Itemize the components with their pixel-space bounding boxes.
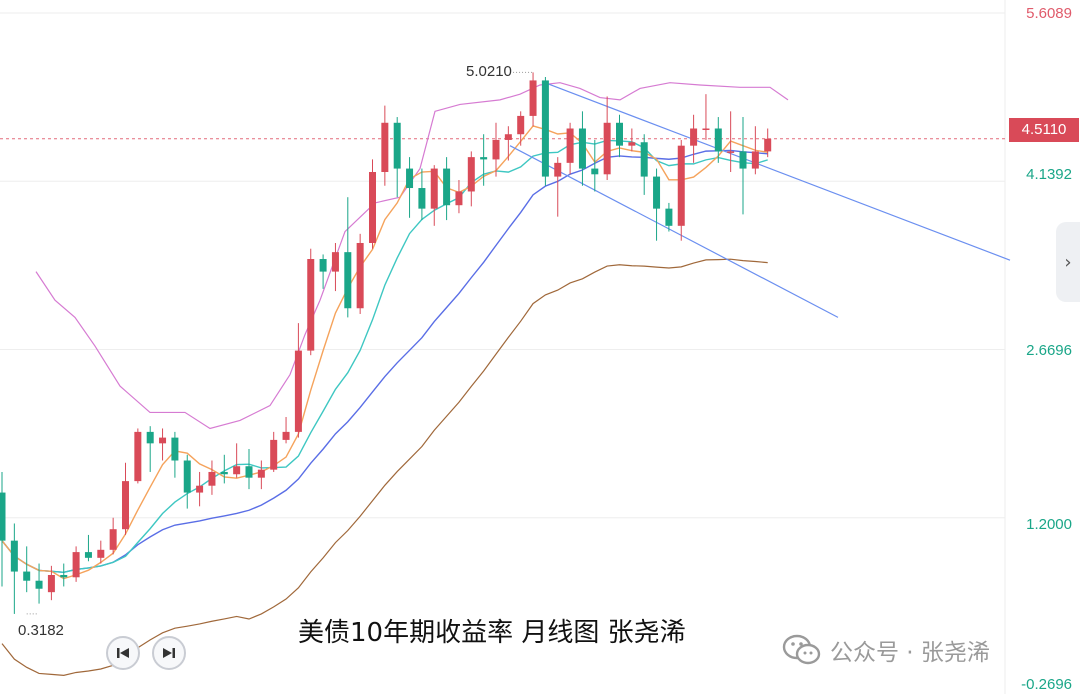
candle-body: [640, 142, 648, 177]
candle-body: [233, 466, 241, 475]
candle-body: [714, 128, 722, 152]
candle-body: [60, 574, 68, 578]
candle-body: [183, 460, 191, 493]
candle-body: [146, 431, 154, 444]
candle-body: [282, 431, 290, 440]
play-next-icon: [163, 648, 175, 658]
ma10-line: [1, 139, 768, 574]
wechat-icon: [782, 634, 821, 665]
candle-body: [603, 122, 611, 175]
candle-body: [443, 168, 451, 206]
candle-body: [480, 157, 488, 160]
candle-body: [307, 259, 315, 351]
candle-body: [529, 80, 537, 116]
ma5-line: [1, 125, 768, 580]
play-next-button[interactable]: [152, 636, 186, 670]
candle-body: [319, 259, 327, 272]
candle-body: [122, 481, 129, 530]
candle-body: [270, 439, 278, 470]
candle-body: [418, 188, 426, 209]
candle-body: [0, 492, 6, 541]
candle-body: [381, 122, 389, 173]
candle-body: [369, 172, 376, 243]
y-tick-label: 4.1392: [1026, 166, 1072, 183]
candle-body: [727, 151, 735, 153]
candle-body: [84, 552, 92, 558]
candle-body: [171, 437, 179, 461]
candle-body: [196, 485, 204, 493]
side-panel-toggle[interactable]: ›: [1056, 222, 1080, 302]
bollinger-upper-line: [35, 82, 789, 430]
candle-body: [245, 466, 253, 478]
candle-body: [72, 552, 80, 578]
candle-body: [344, 252, 352, 309]
candle-body: [690, 128, 698, 146]
watermark-text: 公众号 · 张尧浠: [830, 640, 990, 666]
candle-body: [764, 138, 772, 152]
candle-body: [751, 151, 759, 169]
y-tick-label: 1.2000: [1026, 516, 1072, 533]
candle-body: [702, 128, 710, 131]
y-tick-label: -0.2696: [1021, 676, 1072, 693]
candle-body: [10, 540, 18, 572]
ma20-line: [1, 149, 768, 574]
candle-body: [134, 431, 142, 482]
candle-body: [406, 168, 414, 189]
high-annotation: 5.0210: [466, 63, 512, 80]
candle-body: [430, 168, 438, 209]
candle-body: [331, 252, 339, 272]
candle-body: [159, 437, 167, 444]
candle-body: [578, 128, 586, 169]
y-tick-label: 2.6696: [1026, 342, 1072, 359]
candle-body: [653, 176, 661, 209]
candle-body: [492, 139, 500, 160]
watermark: 公众号 · 张尧浠: [782, 633, 990, 667]
candle-body: [591, 168, 599, 175]
candle-body: [257, 469, 265, 478]
current-price-tag: 4.5110: [1009, 118, 1079, 142]
candle-body: [665, 208, 673, 226]
chevron-right-icon: ›: [1064, 251, 1072, 273]
candle-body: [541, 80, 549, 177]
candle-body: [393, 122, 401, 169]
candle-body: [47, 574, 55, 593]
candle-body: [220, 471, 228, 475]
candle-body: [517, 115, 525, 135]
y-tick-label: 5.6089: [1026, 5, 1072, 22]
candle-body: [109, 529, 117, 550]
skip-back-button[interactable]: [106, 636, 140, 670]
trendline-upper: [544, 82, 1011, 261]
candle-body: [208, 471, 216, 486]
candle-body: [628, 142, 636, 146]
candle-body: [23, 571, 31, 581]
candle-body: [356, 242, 364, 309]
candle-body: [294, 350, 302, 432]
candle-body: [504, 134, 512, 140]
trendline-lower: [509, 145, 839, 318]
low-annotation: 0.3182: [18, 622, 64, 639]
candle-body: [739, 151, 747, 169]
candle-body: [566, 128, 574, 163]
skip-back-icon: [117, 648, 129, 658]
candle-body: [455, 191, 463, 206]
candle-body: [616, 122, 623, 146]
candle-body: [467, 157, 475, 192]
candle-body: [677, 145, 685, 226]
chart-caption: 美债10年期收益率 月线图 张尧浠: [298, 618, 686, 648]
candle-body: [35, 580, 43, 589]
candle-body: [554, 162, 562, 177]
candle-body: [97, 549, 105, 558]
